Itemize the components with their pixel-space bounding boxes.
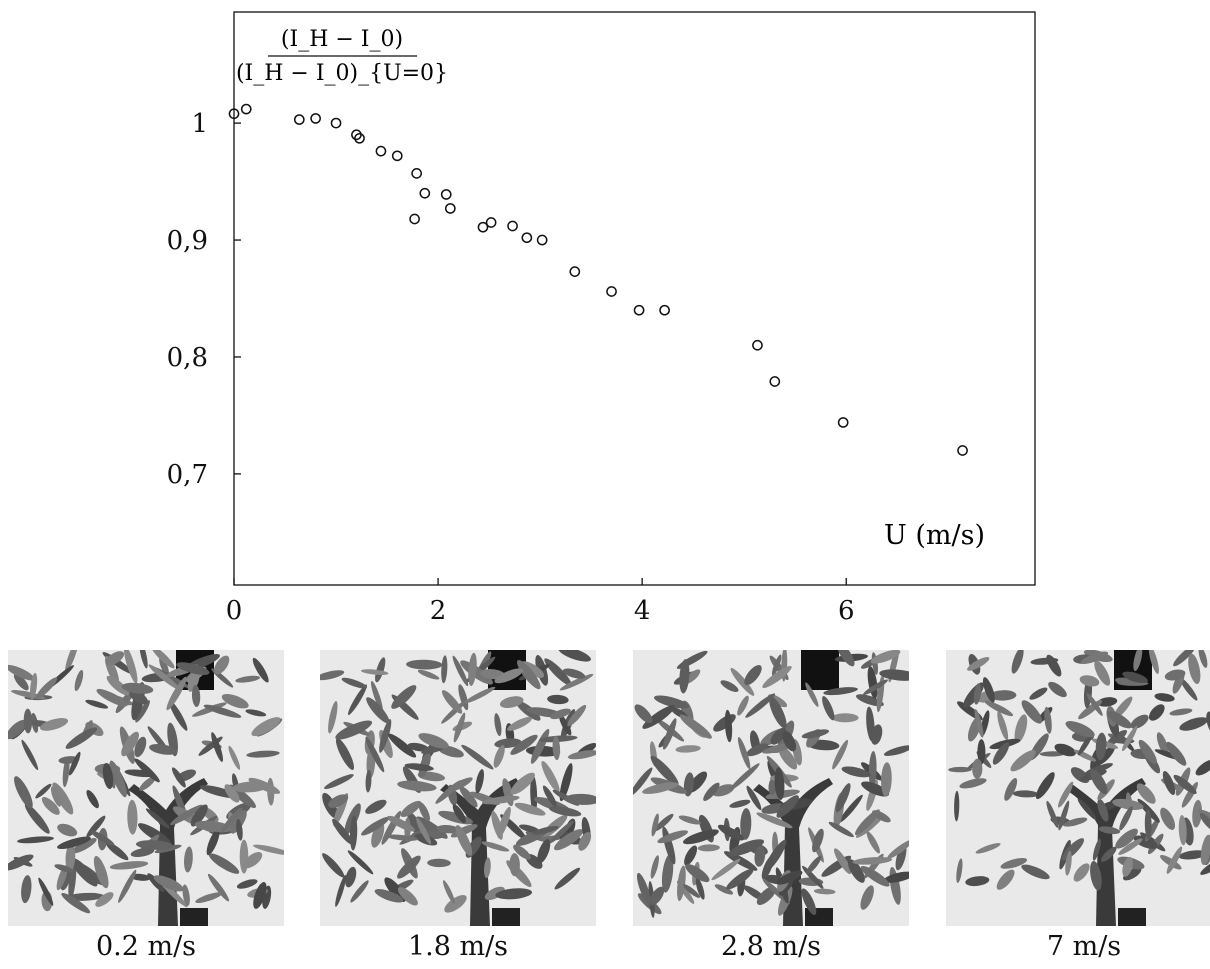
data-point xyxy=(411,168,422,179)
photo-caption: 0.2 m/s xyxy=(95,931,197,962)
data-point xyxy=(769,376,781,387)
y-label-numerator: (I_H − I_0) xyxy=(281,27,403,52)
tree-photo-icon xyxy=(8,650,284,926)
data-point xyxy=(354,132,365,144)
plot-frame xyxy=(233,11,1036,586)
data-point xyxy=(375,145,387,157)
data-point xyxy=(310,113,321,124)
tree-photo-icon xyxy=(946,650,1210,926)
photo-caption: 7 m/s xyxy=(1046,931,1122,962)
y-axis-label: (I_H − I_0) (I_H − I_0)_{U=0} xyxy=(236,27,448,86)
data-point xyxy=(351,129,362,141)
data-point xyxy=(507,220,518,232)
data-point xyxy=(228,108,240,120)
data-point xyxy=(752,339,763,351)
x-tick-label: 0 xyxy=(226,596,243,626)
y-axis: 0,7 0,8 0,9 1 xyxy=(167,109,241,490)
photo-panel-3: 2.8 m/s xyxy=(633,650,909,962)
data-point xyxy=(419,187,431,199)
data-point xyxy=(391,150,403,162)
data-point xyxy=(659,304,670,316)
x-tick-label: 2 xyxy=(430,596,447,626)
x-tick-label: 6 xyxy=(838,596,855,626)
data-point xyxy=(330,117,342,129)
y-tick-label: 0,7 xyxy=(167,460,208,490)
photo-panel-4: 7 m/s xyxy=(946,650,1210,962)
y-label-denominator: (I_H − I_0)_{U=0} xyxy=(236,61,448,86)
data-point xyxy=(240,103,252,115)
photo-panel-1: 0.2 m/s xyxy=(8,650,284,962)
photo-caption: 1.8 m/s xyxy=(407,931,509,962)
y-tick-label: 0,9 xyxy=(167,226,208,256)
data-point xyxy=(477,221,489,233)
data-point xyxy=(633,304,645,316)
x-tick-label: 4 xyxy=(634,596,651,626)
data-point xyxy=(485,217,497,228)
photo-caption: 2.8 m/s xyxy=(720,931,822,962)
tree-photo-icon xyxy=(633,650,909,926)
tree-photo-icon xyxy=(320,650,596,926)
data-point xyxy=(440,189,452,200)
data-point xyxy=(293,114,305,125)
data-points xyxy=(228,103,968,456)
scatter-chart: (I_H − I_0) (I_H − I_0)_{U=0} U (m/s) 0 2… xyxy=(167,11,1036,626)
y-tick-label: 1 xyxy=(191,109,208,139)
x-axis: 0 2 4 6 xyxy=(226,578,855,626)
data-point xyxy=(957,445,968,456)
data-point xyxy=(569,266,581,277)
data-point xyxy=(536,234,548,246)
x-axis-label: U (m/s) xyxy=(884,520,985,551)
data-point xyxy=(444,203,456,214)
data-point xyxy=(837,417,849,428)
data-point xyxy=(606,286,617,297)
data-point xyxy=(409,213,420,225)
data-point xyxy=(521,232,533,244)
y-tick-label: 0,8 xyxy=(167,343,208,373)
photo-panel-2: 1.8 m/s xyxy=(320,650,596,962)
